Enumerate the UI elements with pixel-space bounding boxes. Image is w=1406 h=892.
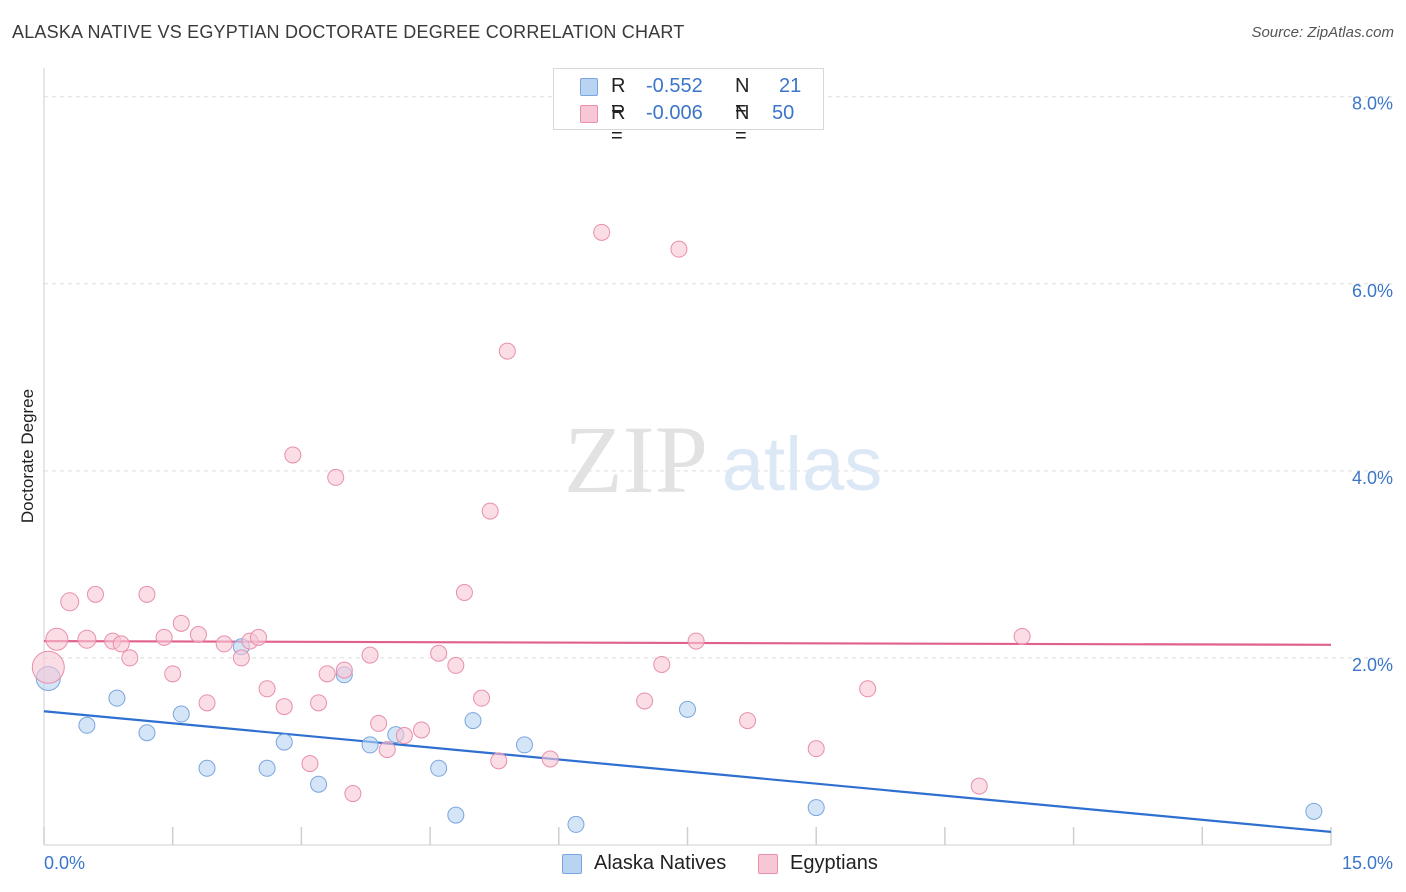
egyptian-point bbox=[859, 680, 877, 698]
egyptian-point bbox=[370, 714, 388, 732]
alaska-point bbox=[515, 736, 533, 754]
legend-r-value: -0.006 bbox=[646, 102, 703, 124]
alaska-point bbox=[464, 712, 482, 730]
bottom-legend-label: Egyptians bbox=[790, 852, 878, 874]
egyptian-point bbox=[31, 650, 65, 684]
x-tick-label-min: 0.0% bbox=[44, 853, 85, 873]
egyptian-point bbox=[413, 721, 431, 739]
y-tick-label: 2.0% bbox=[1352, 655, 1393, 675]
alaska-point bbox=[679, 700, 696, 718]
alaska-point bbox=[172, 705, 190, 723]
legend-n-value: 21 bbox=[779, 75, 802, 97]
egyptian-point bbox=[310, 694, 328, 712]
alaska-point bbox=[430, 759, 448, 777]
egyptian-point bbox=[636, 692, 654, 710]
egyptian-point bbox=[430, 644, 448, 662]
egyptian-point bbox=[77, 629, 97, 649]
y-axis-label: Doctorate Degree bbox=[18, 389, 37, 523]
egyptian-point bbox=[327, 468, 345, 486]
egyptian-point bbox=[198, 694, 216, 712]
alaska-point bbox=[807, 799, 825, 817]
egyptian-point bbox=[807, 740, 825, 758]
trend-lines bbox=[43, 639, 1332, 834]
egyptian-point bbox=[378, 741, 396, 759]
egyptian-point bbox=[45, 627, 69, 651]
egyptian-point bbox=[1013, 627, 1031, 645]
egyptian-point bbox=[970, 777, 988, 795]
egyptian-point bbox=[687, 632, 705, 650]
watermark-atlas: atlas bbox=[722, 422, 883, 507]
egyptian-point bbox=[275, 698, 293, 716]
egyptian-point bbox=[344, 785, 362, 803]
egyptian-point bbox=[172, 614, 190, 632]
egyptian-point bbox=[498, 342, 516, 360]
alaska-point bbox=[1305, 802, 1323, 820]
bottom-legend-swatch-blue bbox=[562, 854, 582, 874]
source-label: Source: ZipAtlas.com bbox=[1251, 24, 1394, 41]
legend-swatch-blue bbox=[580, 78, 598, 96]
legend-r-label: R = bbox=[611, 75, 626, 120]
legend-n-value: 50 bbox=[772, 102, 795, 124]
egyptian-point bbox=[284, 446, 302, 464]
egyptian-point bbox=[455, 583, 473, 601]
alaska-point bbox=[567, 815, 585, 833]
egyptian-point bbox=[395, 727, 413, 745]
egyptian-point bbox=[541, 750, 559, 768]
alaska-point bbox=[361, 736, 379, 754]
egyptian-point bbox=[361, 646, 379, 664]
alaska-point bbox=[198, 759, 216, 777]
egyptian-point bbox=[318, 665, 336, 683]
alaska-point bbox=[138, 724, 156, 742]
egyptian-point bbox=[121, 649, 139, 667]
egyptian-point bbox=[481, 502, 499, 520]
egyptian-point bbox=[232, 649, 250, 667]
egyptian-point bbox=[473, 689, 491, 707]
legend-r-value: -0.552 bbox=[646, 75, 703, 97]
alaska-point bbox=[78, 716, 96, 734]
egyptian-point bbox=[189, 626, 207, 644]
y-tick-label: 8.0% bbox=[1352, 94, 1393, 114]
y-tick-label: 4.0% bbox=[1352, 468, 1393, 488]
egyptian-point bbox=[593, 223, 611, 241]
legend-n-label: N = bbox=[735, 102, 750, 147]
egyptian-point bbox=[215, 635, 233, 653]
legend-r-label: R = bbox=[611, 102, 626, 147]
egyptian-point bbox=[258, 680, 276, 698]
watermark-zip: ZIP bbox=[564, 406, 708, 513]
alaska-point bbox=[447, 806, 465, 824]
axes: 2.0% 4.0% 6.0% 8.0% bbox=[43, 68, 1393, 846]
egyptian-point bbox=[335, 661, 353, 679]
egyptian-point bbox=[301, 755, 319, 773]
data-points bbox=[31, 223, 1323, 833]
egyptian-point bbox=[86, 585, 104, 603]
egyptian-point bbox=[138, 585, 156, 603]
stats-legend: R = -0.552 N = 21 R = -0.006 N = 50 bbox=[553, 68, 824, 147]
gridlines bbox=[44, 96, 1393, 659]
egyptian-point bbox=[250, 628, 267, 646]
egyptian-point bbox=[490, 752, 508, 770]
egyptian-point bbox=[155, 628, 173, 646]
chart-title: ALASKA NATIVE VS EGYPTIAN DOCTORATE DEGR… bbox=[12, 22, 685, 42]
bottom-legend-label: Alaska Natives bbox=[594, 852, 727, 874]
egyptian-point bbox=[112, 635, 130, 653]
x-tick-label-max: 15.0% bbox=[1342, 853, 1393, 873]
egyptian-point bbox=[670, 240, 688, 258]
alaska-point bbox=[310, 775, 328, 793]
alaska-point bbox=[108, 689, 126, 707]
alaska-point bbox=[275, 733, 293, 751]
watermark: ZIP atlas bbox=[564, 406, 882, 513]
legend-n-label: N = bbox=[735, 75, 750, 120]
alaska-trend-line bbox=[43, 710, 1332, 834]
legend-swatch-pink bbox=[580, 105, 598, 123]
egyptian-point bbox=[653, 655, 671, 673]
egyptian-point bbox=[60, 592, 80, 612]
y-tick-label: 6.0% bbox=[1352, 281, 1393, 301]
egyptian-point bbox=[447, 656, 465, 674]
egyptian-point bbox=[164, 665, 182, 683]
egyptian-point bbox=[739, 712, 757, 730]
alaska-point bbox=[258, 759, 276, 777]
bottom-legend-swatch-pink bbox=[758, 854, 778, 874]
